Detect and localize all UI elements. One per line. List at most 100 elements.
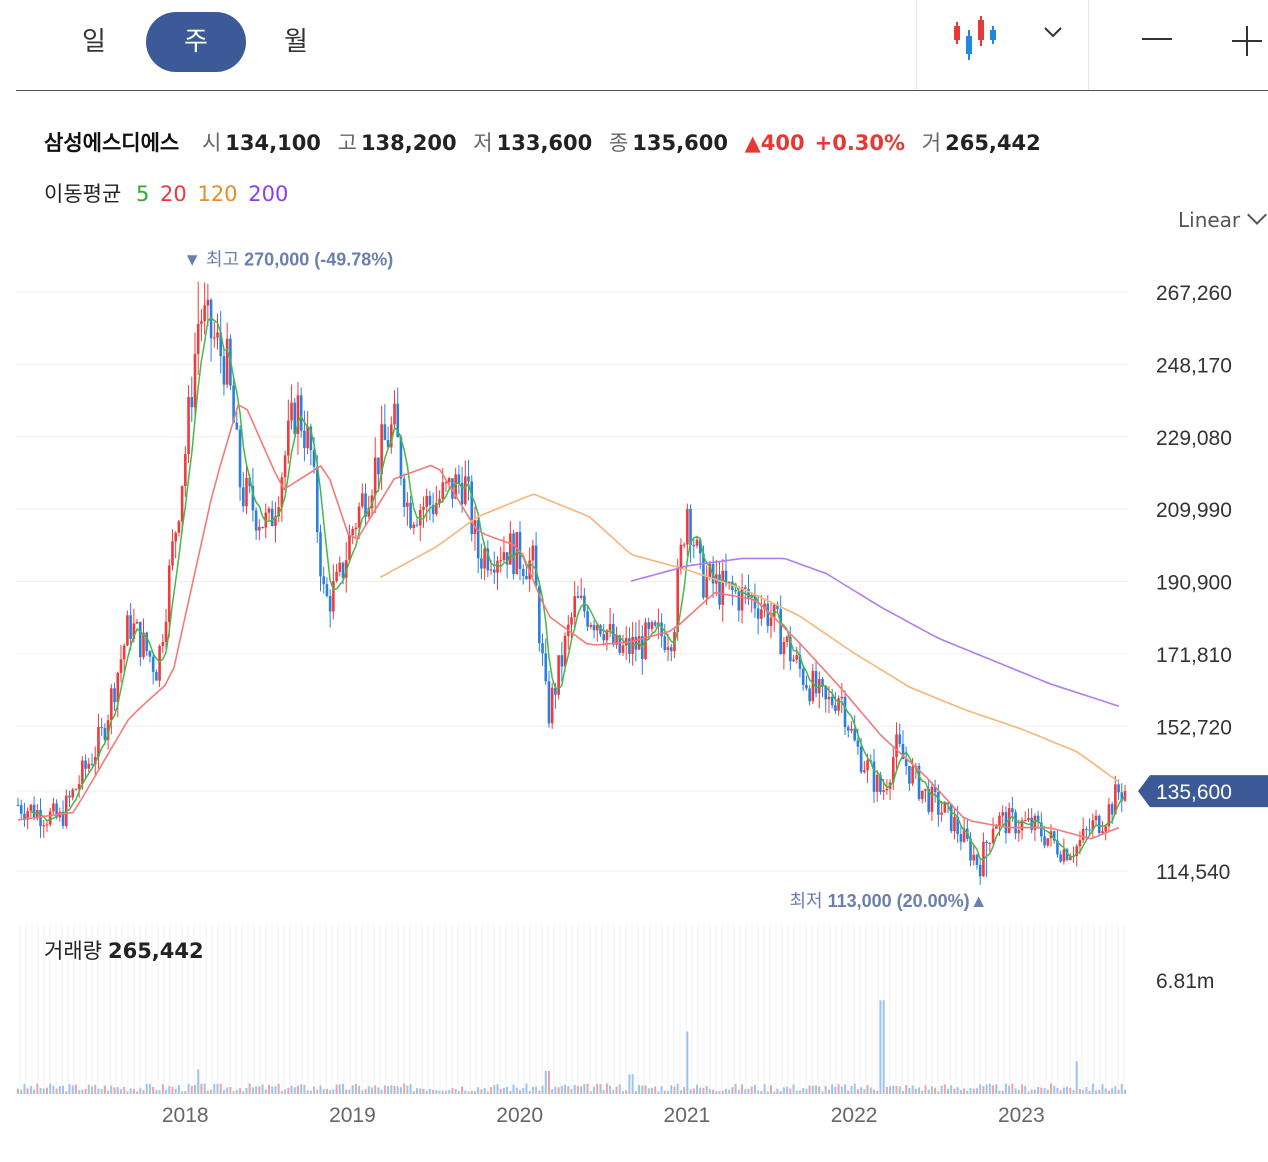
candle-body [296,395,300,434]
volume-bar [87,1084,90,1094]
volume-bar [1053,1085,1056,1094]
volume-bar [663,1090,666,1094]
candle-body [908,766,911,784]
toolbar-divider [916,0,917,90]
volume-bar [605,1083,608,1094]
scale-selector[interactable]: Linear [1178,205,1268,232]
candle-body [856,740,860,747]
moving-average-lines [17,316,1126,861]
volume-bar [100,1088,103,1094]
candle-body [1027,817,1030,821]
volume-bar [1021,1084,1024,1094]
volume-bar [222,1090,225,1094]
volume-title-label: 거래량 [44,939,102,963]
tab-daily[interactable]: 일 [82,27,106,57]
candle-body [743,587,747,589]
candle-body [177,521,181,533]
volume-bar [403,1083,406,1094]
candle-body [48,811,52,825]
candle-body [241,487,245,507]
candle-body [467,476,470,482]
candle-body [740,587,744,611]
candle-body [554,687,557,695]
candle-body [563,635,567,667]
close-value: 135,600 [632,131,728,155]
volume-bar [152,1086,155,1094]
volume-bar [1120,1083,1123,1094]
candle-body [615,635,618,645]
candle-body [26,810,29,820]
candle-body [550,687,554,724]
candle-body [322,576,326,585]
candle-body [23,813,26,820]
candle-body [52,803,55,812]
volume-bar [1043,1088,1046,1094]
volume-bar [834,1086,837,1094]
candle-body [386,439,390,448]
high-label: 고 [337,131,357,155]
top-toolbar: 일 주 월 [16,0,1268,91]
candle-body [447,478,451,483]
candle-body [734,590,737,592]
chevron-down-icon[interactable] [1041,20,1065,44]
candle-body [486,548,490,571]
candle-body [1036,815,1040,823]
volume-bar [576,1086,579,1094]
volume-bar [345,1089,348,1094]
y-tick-label: 152,720 [1156,716,1232,739]
candle-body [277,507,280,517]
volume-bar [406,1085,409,1094]
volume-bar [599,1083,602,1094]
volume-bar [197,1069,200,1094]
volume-bar [889,1086,892,1094]
tab-weekly[interactable]: 주 [146,12,246,72]
volume-bar [1059,1090,1062,1094]
ma5-label[interactable]: 5 [135,182,150,206]
price-chart[interactable]: 267,260 248,170 229,080 209,990 190,900 171,8… [0,240,1268,1140]
volume-bar [284,1089,287,1094]
volume-bar [821,1091,824,1094]
volume-bar [393,1085,396,1094]
ma200-label[interactable]: 200 [248,182,289,206]
volume-bar [535,1086,538,1094]
ma120-label[interactable]: 120 [197,182,238,206]
candle-body [1043,836,1046,846]
volume-bar [1030,1089,1033,1094]
volume-bar [20,1089,23,1094]
plus-icon[interactable] [1228,22,1266,60]
minus-icon[interactable] [1140,22,1174,56]
high-low-markers: ▼ 최고 270,000 (-49.78%) 최저 113,000 (20.00%… [183,250,987,911]
candle-body [122,645,126,660]
volume-bar [316,1089,319,1094]
volume-bar [1062,1087,1065,1094]
current-price-label: 135,600 [1156,781,1232,804]
candle-body [599,625,602,635]
volume-bar [827,1089,830,1094]
volume-bar [1008,1085,1011,1094]
candle-body [119,659,123,673]
candle-body [866,760,869,771]
volume-bar [165,1090,168,1094]
volume-bar [248,1083,251,1094]
candle-body [795,655,799,660]
volume-bar [522,1088,525,1094]
volume-bar [998,1090,1001,1094]
ma20-label[interactable]: 20 [160,182,187,206]
candle-body [283,455,287,478]
volume-bar [564,1084,567,1094]
volume-bar [1101,1084,1104,1094]
candlestick-icon[interactable] [951,16,1001,62]
candle-body [1081,828,1085,841]
candle-body [547,681,551,724]
volume-bar [74,1084,77,1094]
ma200-line [630,557,1120,707]
volume-bar [905,1085,908,1094]
candle-body [428,495,432,505]
candle-body [460,483,464,505]
candle-body [789,636,792,662]
candle-body [721,570,725,605]
volume-bar [557,1087,560,1094]
tab-monthly[interactable]: 월 [284,27,308,57]
volume-bar [486,1091,489,1094]
volume-bar [699,1087,702,1094]
